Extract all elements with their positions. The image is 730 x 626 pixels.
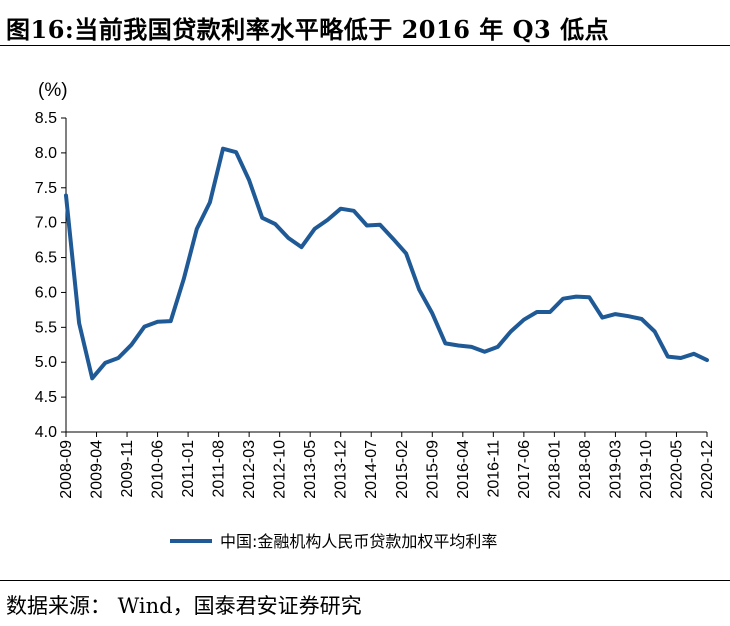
- y-tick-label: 8.0: [35, 145, 57, 162]
- x-tick-label: 2019-03: [607, 440, 624, 499]
- x-tick-label: 2011-01: [180, 440, 197, 498]
- legend-label: 中国:金融机构人民币贷款加权平均利率: [220, 532, 497, 551]
- y-tick-label: 5.0: [35, 354, 57, 371]
- x-tick-label: 2015-02: [394, 440, 411, 499]
- x-tick-label: 2013-12: [333, 440, 350, 499]
- y-tick-label: 7.5: [35, 180, 57, 197]
- x-tick-label: 2012-03: [241, 440, 258, 499]
- x-tick-label: 2014-07: [363, 440, 380, 499]
- y-tick-label: 4.0: [35, 424, 57, 441]
- y-tick-label: 4.5: [35, 389, 57, 406]
- y-tick-label: 8.5: [35, 110, 57, 127]
- x-tick-label: 2009-04: [89, 440, 106, 499]
- x-tick-label: 2011-08: [211, 440, 228, 498]
- chart-axes: 4.0 4.5 5.0 5.5 6.0 6.5 7.0 7.5 8.0 8.5 2008-09 200…: [35, 110, 716, 499]
- source-divider: [0, 580, 730, 581]
- series-line: [64, 146, 709, 381]
- y-tick-label: 5.5: [35, 319, 57, 336]
- x-tick-label: 2010-06: [150, 440, 167, 499]
- x-tick-label: 2016-04: [455, 440, 472, 499]
- x-tick-label: 2018-08: [577, 440, 594, 499]
- x-tick-label: 2016-11: [485, 440, 502, 498]
- x-tick-label: 2020-05: [668, 440, 685, 499]
- source-note: 数据来源： Wind，国泰君安证券研究: [6, 594, 362, 618]
- x-tick-label: 2020-12: [699, 440, 716, 499]
- y-tick-label: 7.0: [35, 215, 57, 232]
- x-tick-label: 2012-10: [272, 440, 289, 499]
- chart-legend: 中国:金融机构人民币贷款加权平均利率: [170, 532, 497, 551]
- x-tick-label: 2017-06: [516, 440, 533, 499]
- y-tick-label: 6.5: [35, 250, 57, 267]
- x-tick-label: 2015-09: [424, 440, 441, 499]
- x-tick-label: 2019-10: [638, 440, 655, 499]
- x-tick-label: 2008-09: [58, 440, 75, 499]
- x-tick-label: 2009-11: [119, 440, 136, 498]
- chart-title: 图16:当前我国贷款利率水平略低于 2016 年 Q3 低点: [6, 15, 610, 44]
- title-divider: [0, 45, 730, 46]
- y-axis-unit-label: (%): [38, 80, 68, 101]
- x-tick-label: 2013-05: [302, 440, 319, 499]
- y-tick-label: 6.0: [35, 284, 57, 301]
- x-tick-label: 2018-01: [546, 440, 563, 499]
- chart-plot-area: [64, 146, 709, 381]
